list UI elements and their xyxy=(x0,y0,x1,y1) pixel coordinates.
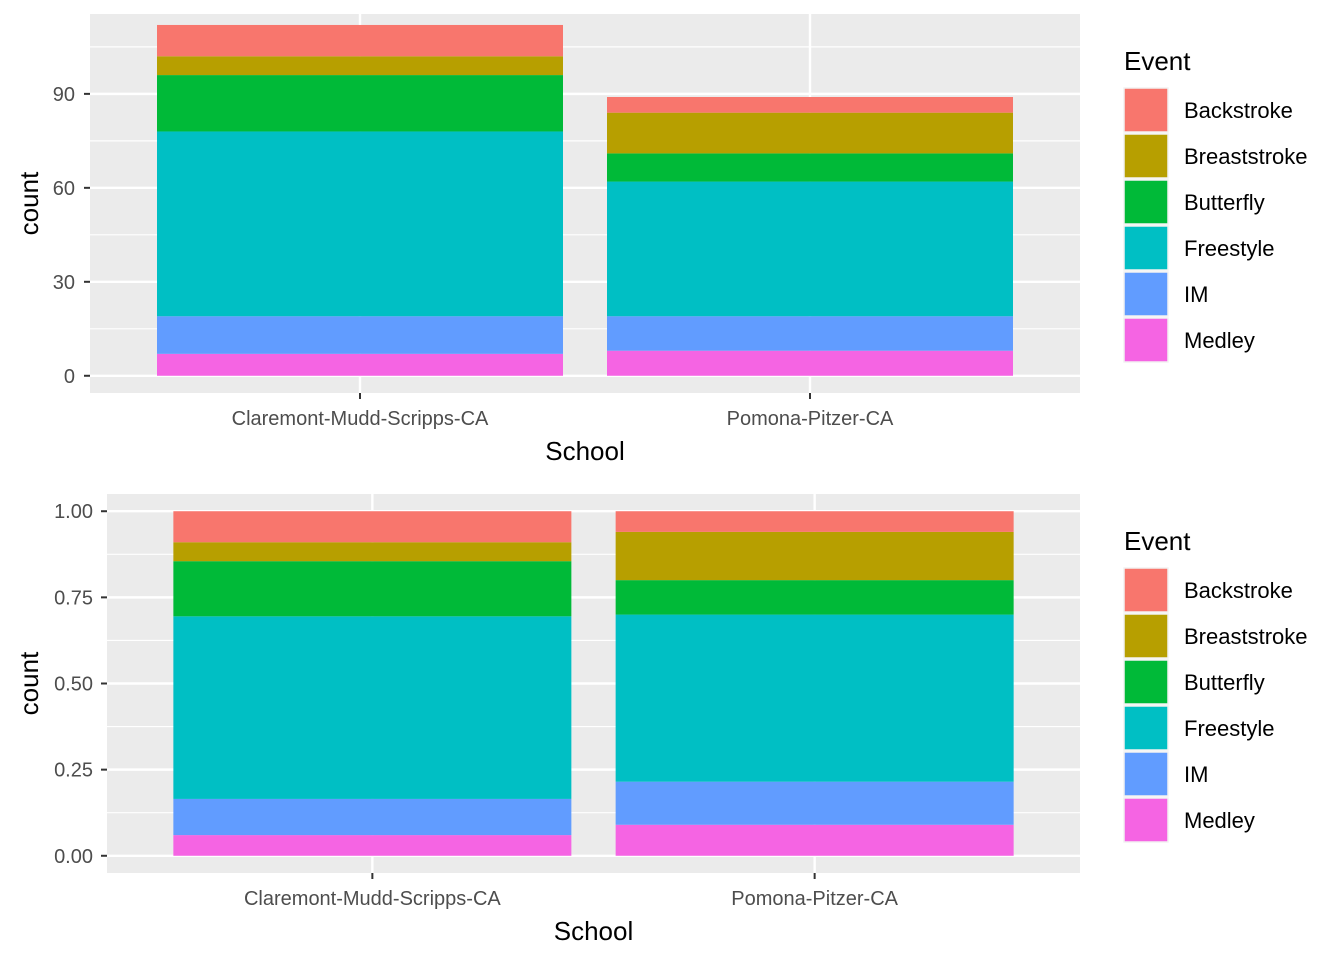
bar-butterfly-0 xyxy=(173,561,572,617)
y-tick-label: 0 xyxy=(64,366,75,388)
bar-backstroke-1 xyxy=(607,97,1013,113)
bar-freestyle-1 xyxy=(615,614,1014,782)
y-tick-label: 90 xyxy=(53,84,75,106)
legend-key-backstroke xyxy=(1123,87,1169,133)
legend-label-im: IM xyxy=(1184,282,1208,307)
bar-breaststroke-0 xyxy=(157,56,563,76)
legend-key-im xyxy=(1123,751,1169,797)
legend-label-freestyle: Freestyle xyxy=(1184,716,1274,741)
y-axis-title: count xyxy=(14,651,44,715)
bar-butterfly-1 xyxy=(615,580,1014,615)
bar-im-1 xyxy=(615,781,1014,825)
x-tick-label: Claremont-Mudd-Scripps-CA xyxy=(232,408,489,430)
bar-breaststroke-0 xyxy=(173,542,572,562)
legend-key-im xyxy=(1123,271,1169,317)
legend-label-medley: Medley xyxy=(1184,328,1255,353)
legend: Event Backstroke Breaststroke Butterfly Free… xyxy=(1123,46,1308,363)
legend-key-freestyle xyxy=(1123,705,1169,751)
legend: Event Backstroke Breaststroke Butterfly Free… xyxy=(1123,526,1308,843)
bar-freestyle-1 xyxy=(607,181,1013,317)
chart-count: 0 30 60 90 Claremont-Mudd-Scripps-CA Pomona-P… xyxy=(14,14,1308,466)
bar-breaststroke-1 xyxy=(607,112,1013,154)
y-tick-label: 60 xyxy=(53,178,75,200)
legend-key-freestyle xyxy=(1123,225,1169,271)
legend-label-medley: Medley xyxy=(1184,808,1255,833)
bar-freestyle-0 xyxy=(173,616,572,799)
legend-label-butterfly: Butterfly xyxy=(1184,670,1265,695)
bar-im-1 xyxy=(607,316,1013,351)
legend-label-freestyle: Freestyle xyxy=(1184,236,1274,261)
y-tick-label: 1.00 xyxy=(54,501,93,523)
legend-label-backstroke: Backstroke xyxy=(1184,98,1293,123)
bar-im-0 xyxy=(173,798,572,836)
legend-key-medley xyxy=(1123,317,1169,363)
bar-backstroke-0 xyxy=(173,511,572,543)
legend-key-breaststroke xyxy=(1123,613,1169,659)
bar-backstroke-1 xyxy=(615,511,1014,532)
bar-butterfly-0 xyxy=(157,75,563,132)
bar-medley-0 xyxy=(173,835,572,856)
bar-backstroke-0 xyxy=(157,24,563,57)
bar-butterfly-1 xyxy=(607,153,1013,182)
y-tick-label: 0.75 xyxy=(54,587,93,609)
y-axis-title: count xyxy=(14,171,44,235)
bar-freestyle-0 xyxy=(157,131,563,317)
legend-key-medley xyxy=(1123,797,1169,843)
chart-proportion: 0.00 0.25 0.50 0.75 1.00 Claremont-Mudd-Scrip… xyxy=(14,494,1308,946)
bar-breaststroke-1 xyxy=(615,531,1014,581)
legend-label-im: IM xyxy=(1184,762,1208,787)
legend-label-breaststroke: Breaststroke xyxy=(1184,624,1308,649)
y-tick-label: 0.50 xyxy=(54,674,93,696)
x-axis-title: School xyxy=(554,916,634,946)
legend-key-breaststroke xyxy=(1123,133,1169,179)
y-tick-label: 0.25 xyxy=(54,760,93,782)
legend-key-backstroke xyxy=(1123,567,1169,613)
y-tick-label: 0.00 xyxy=(54,846,93,868)
x-tick-label: Pomona-Pitzer-CA xyxy=(731,888,898,910)
legend-label-backstroke: Backstroke xyxy=(1184,578,1293,603)
bar-im-0 xyxy=(157,316,563,354)
legend-label-breaststroke: Breaststroke xyxy=(1184,144,1308,169)
x-tick-label: Pomona-Pitzer-CA xyxy=(727,408,894,430)
legend-title: Event xyxy=(1124,46,1191,76)
bar-medley-0 xyxy=(157,353,563,376)
legend-key-butterfly xyxy=(1123,179,1169,225)
x-axis-title: School xyxy=(545,436,625,466)
bar-medley-1 xyxy=(607,350,1013,376)
legend-key-butterfly xyxy=(1123,659,1169,705)
legend-label-butterfly: Butterfly xyxy=(1184,190,1265,215)
legend-title: Event xyxy=(1124,526,1191,556)
x-tick-label: Claremont-Mudd-Scripps-CA xyxy=(244,888,501,910)
bar-medley-1 xyxy=(615,824,1014,856)
y-tick-label: 30 xyxy=(53,272,75,294)
